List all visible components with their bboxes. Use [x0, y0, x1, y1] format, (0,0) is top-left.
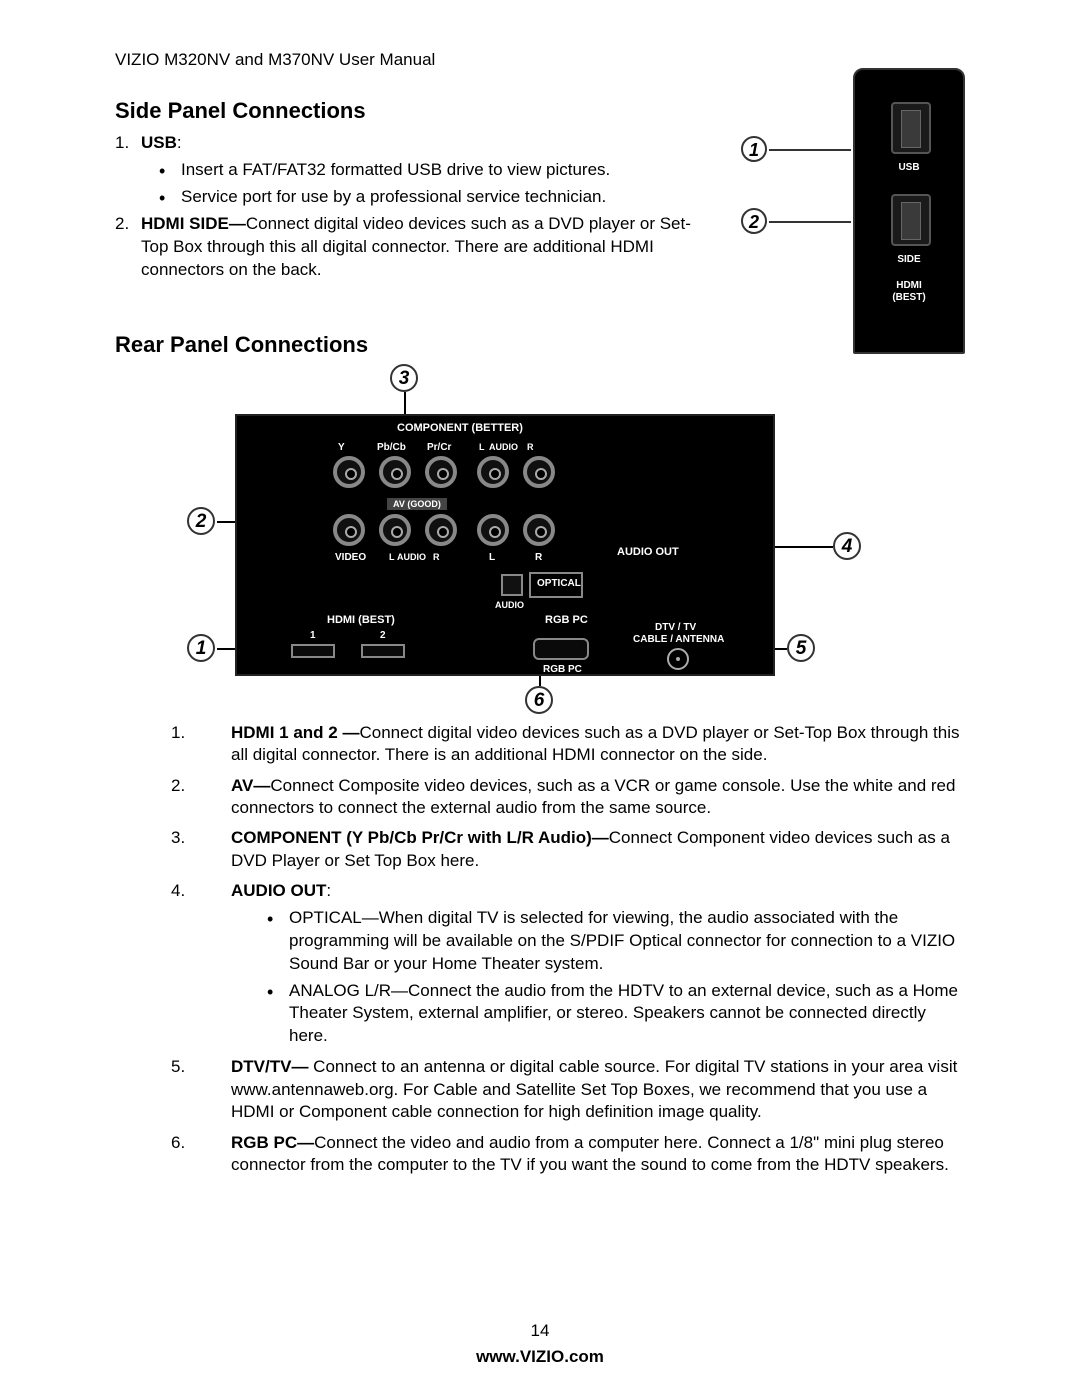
- rt2: Connect Composite video devices, such as…: [231, 776, 955, 817]
- lbl-y: Y: [338, 442, 345, 453]
- lbl-r2: R: [535, 552, 542, 563]
- rear-item-2: 2. AV—Connect Composite video devices, s…: [171, 775, 965, 820]
- rca-avL: [379, 514, 411, 546]
- rl1: HDMI 1 and 2 —: [231, 723, 359, 742]
- lbl-component: COMPONENT (BETTER): [397, 422, 523, 434]
- rca-avR: [425, 514, 457, 546]
- rn3: 3.: [171, 827, 185, 849]
- rear-item-4: 4. AUDIO OUT: OPTICAL—When digital TV is…: [171, 880, 965, 1048]
- rear-item-1: 1. HDMI 1 and 2 —Connect digital video d…: [171, 722, 965, 767]
- hdmi-port-label1: HDMI: [855, 280, 963, 291]
- rl2: AV—: [231, 776, 270, 795]
- usb-colon: :: [177, 133, 182, 152]
- rear-items-list: 1. HDMI 1 and 2 —Connect digital video d…: [115, 722, 965, 1177]
- num-1: 1.: [115, 132, 129, 155]
- r4b1: OPTICAL—When digital TV is selected for …: [289, 907, 965, 976]
- vga-port: [533, 638, 589, 660]
- rn4: 4.: [171, 880, 185, 902]
- lbl-avl: L: [389, 552, 395, 562]
- lbl-hdmi-best: HDMI (BEST): [327, 614, 395, 626]
- rca-video: [333, 514, 365, 546]
- lbl-optical: OPTICAL: [537, 578, 581, 589]
- hdmi-label: HDMI SIDE—: [141, 214, 246, 233]
- hdmi-port-2: [361, 644, 405, 658]
- rc4: :: [326, 881, 331, 900]
- page-number: 14: [0, 1321, 1080, 1341]
- rear-item-5: 5. DTV/TV— Connect to an antenna or digi…: [171, 1056, 965, 1123]
- usb-bullets: Insert a FAT/FAT32 formatted USB drive t…: [141, 159, 701, 209]
- hdmi-port-1: [291, 644, 335, 658]
- lbl-rgbpc: RGB PC: [545, 614, 588, 626]
- side-panel-diagram: USB SIDE HDMI (BEST) 1 2: [795, 68, 965, 358]
- r4b2: ANALOG L/R—Connect the audio from the HD…: [289, 980, 965, 1049]
- lbl-aR: R: [527, 442, 534, 452]
- lbl-audio-small: AUDIO: [495, 600, 524, 610]
- lbl-atag: AUDIO: [489, 442, 518, 452]
- lbl-h1: 1: [310, 630, 316, 641]
- usb-port-icon: [891, 102, 931, 154]
- optical-port: [501, 574, 523, 596]
- footer-url: www.VIZIO.com: [0, 1347, 1080, 1367]
- lbl-video: VIDEO: [335, 552, 366, 563]
- rear-callout-6: 6: [525, 686, 553, 714]
- rt5: Connect to an antenna or digital cable s…: [231, 1057, 957, 1121]
- lbl-avr: R: [433, 552, 440, 562]
- rl6: RGB PC—: [231, 1133, 314, 1152]
- usb-b1: Insert a FAT/FAT32 formatted USB drive t…: [181, 159, 701, 182]
- rear-callout-1: 1: [187, 634, 215, 662]
- lbl-prcr: Pr/Cr: [427, 442, 451, 453]
- rl5: DTV/TV—: [231, 1057, 308, 1076]
- lbl-pbcb: Pb/Cb: [377, 442, 406, 453]
- rn5: 5.: [171, 1056, 185, 1078]
- lbl-avtag: AUDIO: [397, 552, 426, 562]
- page-header: VIZIO M320NV and M370NV User Manual: [115, 50, 965, 70]
- rear-callout-4: 4: [833, 532, 861, 560]
- lbl-aL: L: [479, 442, 485, 452]
- lbl-dtv2: CABLE / ANTENNA: [633, 634, 724, 645]
- usb-port-label: USB: [855, 162, 963, 173]
- rn6: 6.: [171, 1132, 185, 1154]
- lbl-av: AV (GOOD): [387, 498, 447, 510]
- rear-item4-bullets: OPTICAL—When digital TV is selected for …: [231, 907, 965, 1049]
- rca-cL: [477, 456, 509, 488]
- rear-item-6: 6. RGB PC—Connect the video and audio fr…: [171, 1132, 965, 1177]
- rear-callout-5: 5: [787, 634, 815, 662]
- rn2: 2.: [171, 775, 185, 797]
- rca-outR: [523, 514, 555, 546]
- lbl-l2: L: [489, 552, 495, 563]
- side-callout-1: 1: [741, 136, 767, 162]
- rca-cR: [523, 456, 555, 488]
- rca-pr: [425, 456, 457, 488]
- lbl-rgbpc2: RGB PC: [543, 664, 582, 675]
- side-item-usb: 1. USB: Insert a FAT/FAT32 formatted USB…: [141, 132, 701, 209]
- side-item-hdmi: 2. HDMI SIDE—Connect digital video devic…: [141, 213, 701, 282]
- side-port-label: SIDE: [855, 254, 963, 265]
- rear-callout-3: 3: [390, 364, 418, 392]
- rca-y: [333, 456, 365, 488]
- usb-b2: Service port for use by a professional s…: [181, 186, 701, 209]
- side-callout-2: 2: [741, 208, 767, 234]
- rl3: COMPONENT (Y Pb/Cb Pr/Cr with L/R Audio)…: [231, 828, 609, 847]
- lbl-h2: 2: [380, 630, 386, 641]
- rca-outL: [477, 514, 509, 546]
- rear-callout-2: 2: [187, 507, 215, 535]
- rear-panel-diagram: 3 2 1 4 5 6 COMPONENT (BETTER) Y Pb/Cb P…: [175, 364, 905, 714]
- num-2: 2.: [115, 213, 129, 236]
- rt6: Connect the video and audio from a compu…: [231, 1133, 949, 1174]
- rl4: AUDIO OUT: [231, 881, 326, 900]
- side-device: USB SIDE HDMI (BEST): [853, 68, 965, 354]
- hdmi-port-icon: [891, 194, 931, 246]
- usb-label: USB: [141, 133, 177, 152]
- page-footer: 14 www.VIZIO.com: [0, 1321, 1080, 1367]
- rca-pb: [379, 456, 411, 488]
- coax-port: [667, 648, 689, 670]
- lbl-dtv1: DTV / TV: [655, 622, 696, 633]
- rear-device: COMPONENT (BETTER) Y Pb/Cb Pr/Cr L AUDIO…: [235, 414, 775, 676]
- hdmi-port-label2: (BEST): [855, 292, 963, 303]
- lbl-audio-out: AUDIO OUT: [617, 546, 679, 558]
- rear-item-3: 3. COMPONENT (Y Pb/Cb Pr/Cr with L/R Aud…: [171, 827, 965, 872]
- rn1: 1.: [171, 722, 185, 744]
